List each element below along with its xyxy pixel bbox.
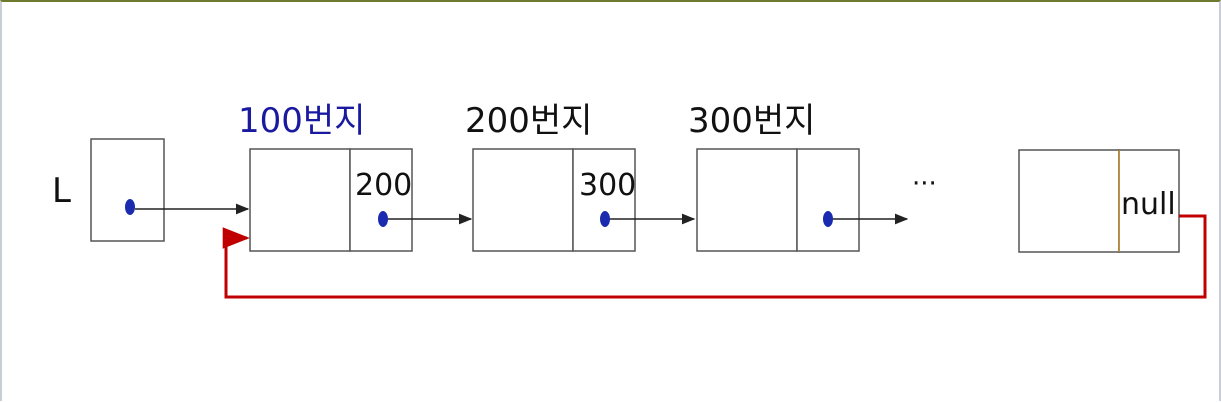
node-data-field xyxy=(696,148,798,252)
node-address-label: 100번지 xyxy=(238,101,365,141)
node-pointer-dot xyxy=(823,211,833,227)
node-address-label: 200번지 xyxy=(465,101,592,141)
node-data-field xyxy=(472,148,574,252)
node-link-value: 200 xyxy=(355,168,412,203)
circular-link-arrow xyxy=(222,214,1207,299)
head-label: L xyxy=(52,171,71,211)
node-pointer-dot xyxy=(600,211,610,227)
node-data-field xyxy=(249,148,351,252)
last-node-link-field xyxy=(1118,149,1180,253)
head-pointer-box xyxy=(90,138,165,242)
node-address-label: 300번지 xyxy=(688,101,815,141)
last-node-link-value: null xyxy=(1121,187,1176,222)
node-pointer-dot xyxy=(378,211,388,227)
head-pointer-dot xyxy=(125,199,135,215)
node-link-field xyxy=(349,148,413,252)
node-link-value: 300 xyxy=(579,168,636,203)
node-link-field xyxy=(572,148,636,252)
last-node-data-field xyxy=(1018,149,1120,253)
ellipsis: ··· xyxy=(912,169,937,199)
node-link-field xyxy=(796,148,860,252)
